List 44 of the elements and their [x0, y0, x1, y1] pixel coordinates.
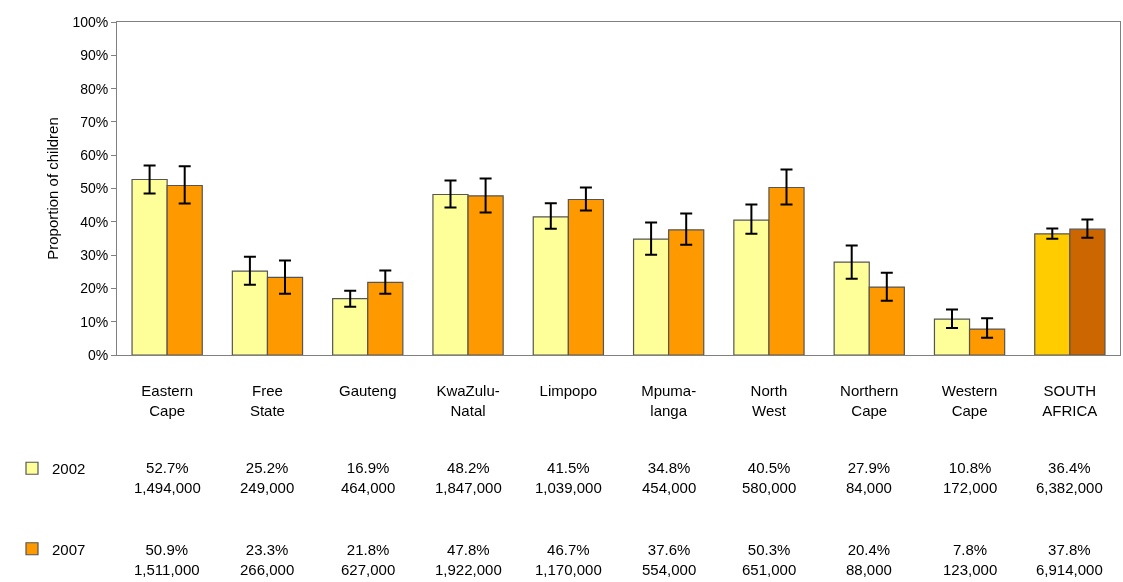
data-label: 41.5% 1,039,000	[535, 459, 602, 496]
data-label: 23.3% 266,000	[240, 541, 295, 578]
data-label: 10.8% 172,000	[943, 459, 998, 496]
data-label: 20.4% 88,000	[846, 541, 892, 578]
y-tick-label: 90%	[80, 47, 109, 64]
data-label: 37.8% 6,914,000	[1036, 541, 1103, 578]
y-tick-label: 100%	[72, 13, 109, 30]
x-tick-label: North West	[750, 382, 788, 419]
data-label: 21.8% 627,000	[341, 541, 396, 578]
data-label: 25.2% 249,000	[240, 459, 295, 496]
y-tick-label: 80%	[80, 80, 109, 97]
data-label: 48.2% 1,847,000	[435, 459, 502, 496]
y-tick-label: 30%	[80, 247, 109, 263]
data-label: 40.5% 580,000	[742, 459, 797, 496]
legend-label: 2007	[52, 540, 86, 558]
y-tick-label: 40%	[80, 213, 109, 230]
data-label: 50.9% 1,511,000	[134, 541, 200, 578]
x-tick-label: Eastern Cape	[141, 382, 193, 419]
x-tick-label: KwaZulu- Natal	[436, 382, 500, 419]
x-tick-label: Mpuma- langa	[641, 382, 697, 419]
legend-label: 2002	[52, 460, 86, 478]
data-label: 50.3% 651,000	[742, 541, 797, 578]
data-label: 16.9% 464,000	[341, 459, 396, 496]
y-tick-label: 20%	[80, 280, 109, 297]
data-label: 7.8% 123,000	[943, 541, 998, 578]
y-tick-label: 50%	[80, 180, 109, 197]
x-tick-label: SOUTH AFRICA	[1042, 382, 1098, 419]
x-tick-label: Northern Cape	[840, 382, 899, 419]
x-tick-label: Free State	[249, 382, 285, 419]
y-tick-label: 0%	[87, 346, 109, 363]
data-label: 27.9% 84,000	[846, 459, 892, 496]
y-tick-label: 70%	[80, 113, 109, 130]
y-axis-title: Proportion of children	[43, 117, 61, 260]
data-label: 46.7% 1,170,000	[535, 541, 602, 578]
x-tick-label: Limpopo	[539, 382, 598, 399]
x-tick-label: Western Cape	[941, 382, 998, 419]
data-label: 52.7% 1,494,000	[134, 459, 201, 496]
data-label: 34.8% 454,000	[642, 459, 697, 496]
data-label: 47.8% 1,922,000	[435, 541, 502, 578]
data-label: 36.4% 6,382,000	[1036, 459, 1103, 496]
y-tick-label: 60%	[80, 147, 109, 164]
x-tick-label: Gauteng	[338, 382, 397, 399]
y-tick-label: 10%	[80, 313, 109, 330]
data-label: 37.6% 554,000	[642, 541, 697, 578]
